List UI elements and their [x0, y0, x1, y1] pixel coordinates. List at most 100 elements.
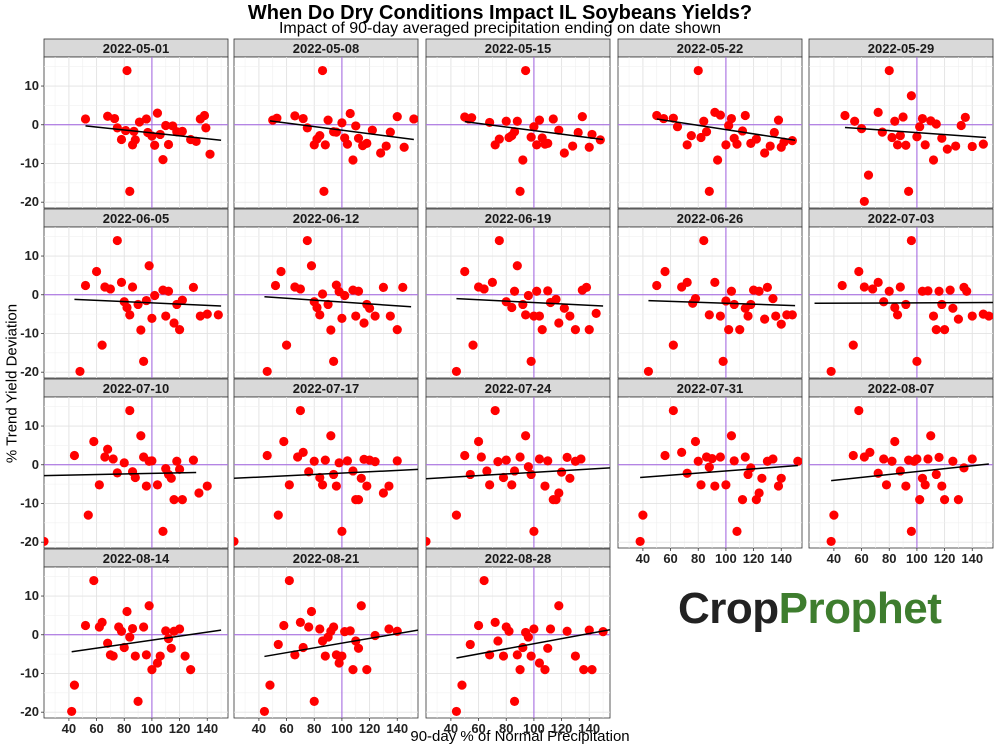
data-point — [139, 622, 149, 632]
y-tick-label: -10 — [20, 495, 39, 510]
data-point — [890, 302, 900, 313]
data-point — [787, 310, 797, 320]
data-point — [116, 277, 127, 287]
data-point — [362, 665, 372, 675]
data-point — [554, 125, 564, 135]
data-point — [161, 626, 171, 636]
data-point — [512, 650, 522, 660]
data-point — [573, 127, 583, 138]
data-point — [494, 235, 504, 246]
data-point — [890, 436, 900, 447]
data-point — [202, 481, 212, 491]
data-point — [337, 526, 347, 536]
data-point — [537, 325, 547, 335]
data-point — [136, 431, 146, 441]
data-point — [635, 536, 645, 547]
data-point — [668, 340, 678, 350]
data-point — [526, 132, 536, 142]
data-point — [490, 617, 500, 627]
facet-panel: 2022-08-28 40 60 80 100 120 140 — [425, 548, 611, 736]
data-point — [562, 452, 572, 462]
data-point — [581, 282, 592, 292]
data-point — [122, 302, 132, 313]
data-point — [108, 454, 118, 464]
data-point — [362, 481, 372, 491]
data-point — [127, 282, 138, 292]
data-point — [353, 495, 364, 505]
facet-strip-label: 2022-07-24 — [485, 381, 552, 396]
data-point — [392, 112, 402, 122]
data-point — [906, 235, 916, 246]
data-point — [793, 456, 802, 466]
facet-strip-label: 2022-06-05 — [103, 211, 170, 226]
data-point — [265, 680, 275, 690]
data-point — [576, 454, 586, 464]
data-point — [507, 480, 517, 490]
data-point — [133, 696, 143, 706]
facet-panel: 2022-07-24 — [425, 378, 611, 549]
data-point — [887, 132, 897, 143]
data-point — [213, 310, 223, 320]
data-point — [315, 130, 325, 141]
data-point — [928, 311, 939, 321]
data-point — [521, 431, 531, 441]
data-point — [108, 651, 118, 661]
data-point — [342, 139, 353, 149]
data-point — [161, 120, 171, 131]
data-point — [693, 65, 703, 76]
data-point — [690, 294, 701, 304]
x-tick-label: 120 — [551, 721, 573, 736]
data-point — [892, 310, 903, 320]
data-point — [381, 141, 391, 151]
data-point — [141, 114, 151, 124]
data-point — [543, 643, 553, 653]
data-point — [177, 495, 187, 505]
data-point — [385, 127, 395, 137]
data-point — [317, 480, 328, 490]
data-point — [523, 290, 533, 301]
data-point — [130, 135, 140, 145]
facet-strip-label: 2022-07-03 — [868, 211, 935, 226]
data-point — [724, 325, 734, 335]
data-point — [141, 650, 151, 660]
data-point — [892, 140, 903, 150]
facet-panel: 2022-06-26 — [617, 208, 803, 379]
data-point — [928, 155, 939, 165]
trend-line — [426, 467, 610, 480]
data-point — [122, 65, 132, 76]
data-point — [348, 665, 358, 675]
x-tick-label: 140 — [578, 721, 600, 736]
data-point — [409, 114, 418, 124]
data-point — [551, 294, 561, 305]
data-point — [44, 536, 49, 547]
data-point — [931, 119, 941, 129]
data-point — [917, 113, 928, 124]
data-point — [80, 280, 91, 291]
facet-panel: 2022-05-15 — [425, 38, 611, 209]
panel-background — [233, 396, 419, 549]
data-point — [75, 366, 85, 377]
data-point — [262, 366, 272, 377]
data-point — [848, 340, 858, 350]
data-point — [937, 481, 947, 491]
data-point — [451, 366, 462, 377]
data-point — [895, 282, 905, 292]
data-point — [726, 113, 737, 124]
x-tick-label: 60 — [854, 551, 868, 566]
data-point — [704, 462, 714, 472]
data-point — [660, 266, 670, 277]
data-point — [136, 325, 146, 335]
data-point — [984, 311, 993, 321]
data-point — [732, 139, 742, 149]
data-point — [392, 325, 402, 335]
data-point — [298, 113, 308, 124]
data-point — [476, 452, 486, 462]
data-point — [97, 340, 107, 350]
data-point — [195, 311, 205, 321]
data-point — [127, 623, 138, 634]
data-point — [920, 480, 930, 490]
data-point — [672, 122, 683, 132]
data-point — [953, 314, 964, 324]
data-point — [660, 450, 670, 461]
data-point — [509, 696, 520, 706]
